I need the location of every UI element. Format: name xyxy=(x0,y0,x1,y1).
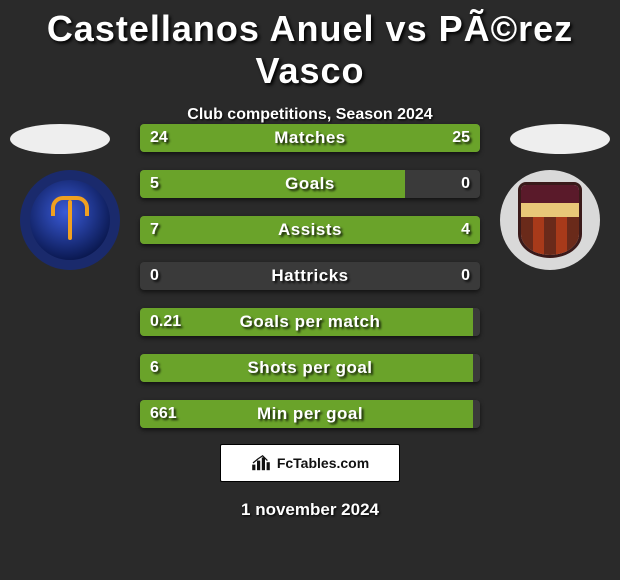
stat-label: Min per goal xyxy=(140,404,480,424)
stat-row: 7Assists4 xyxy=(140,216,480,244)
footer-date: 1 november 2024 xyxy=(0,500,620,520)
stat-row: 0Hattricks0 xyxy=(140,262,480,290)
page-title: Castellanos Anuel vs PÃ©rez Vasco xyxy=(0,0,620,92)
shield-icon xyxy=(518,182,582,258)
player-left-flag xyxy=(10,124,110,154)
brand-text: FcTables.com xyxy=(277,455,369,471)
stat-row: 661Min per goal xyxy=(140,400,480,428)
stat-row: 24Matches25 xyxy=(140,124,480,152)
stat-label: Assists xyxy=(140,220,480,240)
stat-label: Matches xyxy=(140,128,480,148)
stat-label: Shots per goal xyxy=(140,358,480,378)
player-right-club-badge xyxy=(500,170,600,270)
stat-label: Goals per match xyxy=(140,312,480,332)
player-left-club-badge xyxy=(20,170,120,270)
trident-icon xyxy=(30,180,110,260)
stat-value-right: 25 xyxy=(452,129,470,147)
brand-footer[interactable]: FcTables.com xyxy=(220,444,400,482)
page-subtitle: Club competitions, Season 2024 xyxy=(0,106,620,124)
stat-value-right: 0 xyxy=(461,175,470,193)
stat-row: 0.21Goals per match xyxy=(140,308,480,336)
stat-value-right: 0 xyxy=(461,267,470,285)
stat-row: 6Shots per goal xyxy=(140,354,480,382)
stat-label: Goals xyxy=(140,174,480,194)
stat-label: Hattricks xyxy=(140,266,480,286)
stat-value-right: 4 xyxy=(461,221,470,239)
stats-bars-container: 24Matches255Goals07Assists40Hattricks00.… xyxy=(140,124,480,446)
player-right-flag xyxy=(510,124,610,154)
chart-icon xyxy=(251,455,271,471)
stat-row: 5Goals0 xyxy=(140,170,480,198)
